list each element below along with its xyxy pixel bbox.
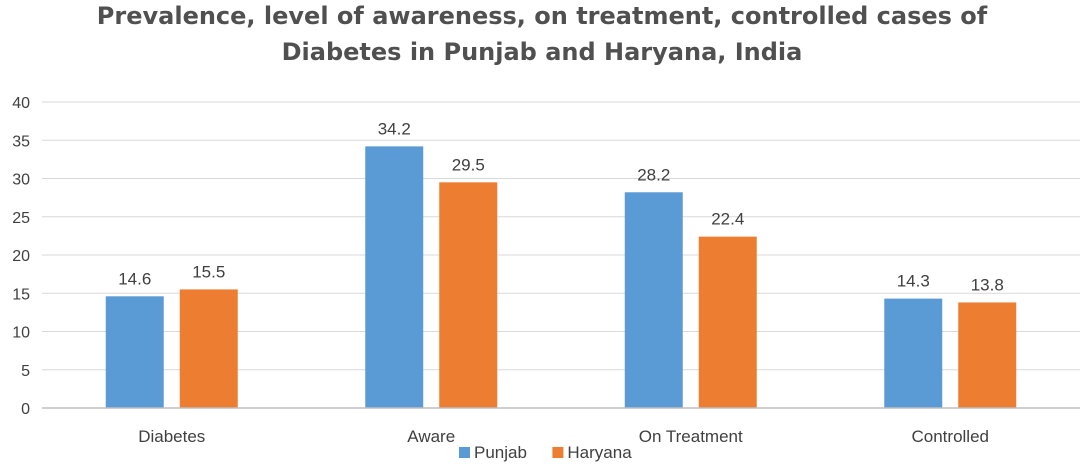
chart-title-line-2: Diabetes in Punjab and Haryana, India bbox=[281, 38, 803, 66]
y-tick-label: 40 bbox=[12, 95, 30, 112]
data-label: 22.4 bbox=[711, 210, 744, 229]
data-label: 13.8 bbox=[971, 275, 1004, 294]
y-tick-label: 0 bbox=[21, 401, 30, 418]
y-tick-label: 15 bbox=[12, 286, 30, 303]
category-label: On Treatment bbox=[639, 427, 743, 446]
bar-punjab bbox=[624, 192, 683, 408]
legend-swatch-punjab bbox=[459, 447, 470, 458]
bar-haryana bbox=[179, 289, 238, 408]
y-tick-label: 25 bbox=[12, 210, 30, 227]
category-label: Aware bbox=[407, 427, 455, 446]
data-label: 15.5 bbox=[192, 262, 225, 281]
y-tick-label: 20 bbox=[12, 248, 30, 265]
category-label: Diabetes bbox=[138, 427, 205, 446]
bar-punjab bbox=[365, 146, 424, 408]
y-tick-label: 10 bbox=[12, 325, 30, 342]
data-label: 29.5 bbox=[452, 155, 485, 174]
category-label: Controlled bbox=[912, 427, 990, 446]
bar-punjab bbox=[105, 296, 164, 408]
legend-label-haryana: Haryana bbox=[567, 443, 632, 462]
y-tick-label: 5 bbox=[21, 363, 30, 380]
data-label: 14.6 bbox=[118, 269, 151, 288]
y-tick-label: 30 bbox=[12, 172, 30, 189]
data-label: 28.2 bbox=[637, 165, 670, 184]
bar-haryana bbox=[958, 302, 1017, 408]
y-tick-label: 35 bbox=[12, 133, 30, 150]
legend-swatch-haryana bbox=[552, 447, 564, 458]
data-label: 14.3 bbox=[897, 272, 930, 291]
chart-title-line-1: Prevalence, level of awareness, on treat… bbox=[96, 2, 988, 30]
bar-punjab bbox=[884, 298, 943, 408]
legend-label-punjab: Punjab bbox=[474, 443, 527, 462]
bar-haryana bbox=[439, 182, 498, 408]
bar-haryana bbox=[698, 236, 757, 408]
data-label: 34.2 bbox=[378, 119, 411, 138]
